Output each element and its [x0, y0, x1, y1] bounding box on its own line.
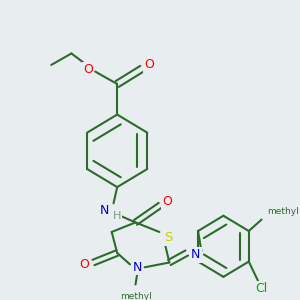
Text: O: O [79, 258, 89, 271]
Text: N: N [191, 248, 201, 261]
Text: O: O [163, 195, 172, 208]
Text: N: N [100, 203, 109, 217]
Text: O: O [144, 58, 154, 71]
Text: N: N [133, 261, 142, 274]
Text: methyl: methyl [267, 207, 299, 216]
Text: S: S [164, 231, 173, 244]
Text: O: O [83, 63, 93, 76]
Text: Cl: Cl [256, 282, 268, 295]
Text: H: H [113, 211, 122, 221]
Text: methyl: methyl [120, 292, 152, 300]
